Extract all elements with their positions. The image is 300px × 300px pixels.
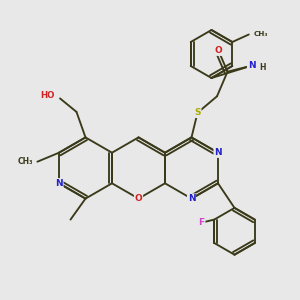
Text: O: O: [214, 46, 222, 55]
Text: S: S: [194, 108, 201, 117]
Text: N: N: [55, 179, 63, 188]
Text: CH₃: CH₃: [17, 157, 33, 166]
Text: N: N: [248, 61, 255, 70]
Text: H: H: [260, 63, 266, 72]
Text: HO: HO: [40, 92, 55, 100]
Text: N: N: [188, 194, 195, 203]
Text: N: N: [214, 148, 222, 157]
Text: F: F: [199, 218, 205, 227]
Text: O: O: [135, 194, 142, 203]
Text: CH₃: CH₃: [253, 32, 268, 38]
